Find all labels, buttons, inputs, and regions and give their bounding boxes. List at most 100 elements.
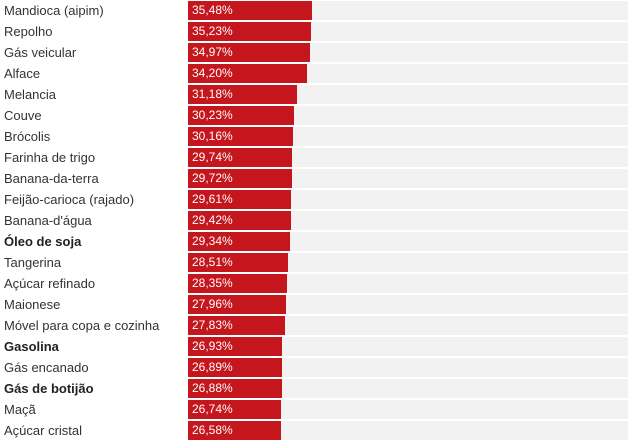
category-label: Açúcar refinado	[4, 276, 96, 291]
bar-track	[188, 127, 628, 146]
bar-track	[188, 274, 628, 293]
bar-track	[188, 190, 628, 209]
bar-track	[188, 421, 628, 440]
data-label: 29,74%	[192, 150, 233, 164]
bar-track	[188, 316, 628, 335]
data-label: 30,16%	[192, 129, 233, 143]
bar-track	[188, 337, 628, 356]
category-label: Maçã	[4, 402, 36, 417]
data-label: 26,88%	[192, 381, 233, 395]
bar	[188, 22, 311, 41]
data-label: 27,83%	[192, 318, 233, 332]
bar	[188, 106, 294, 125]
data-label: 31,18%	[192, 87, 233, 101]
bar	[188, 379, 282, 398]
category-label: Gás encanado	[4, 360, 89, 375]
bar	[188, 274, 287, 293]
bar	[188, 253, 288, 272]
bar	[188, 316, 285, 335]
bar-row: Mandioca (aipim) 35,48%	[0, 0, 632, 21]
bar	[188, 232, 290, 251]
data-label: 29,72%	[192, 171, 233, 185]
bar-row: Tangerina 28,51%	[0, 252, 632, 273]
category-label: Açúcar cristal	[4, 423, 83, 438]
bar-track	[188, 169, 628, 188]
category-label: Couve	[4, 108, 42, 123]
bar-track	[188, 106, 628, 125]
category-label: Banana-da-terra	[4, 171, 99, 186]
bar	[188, 295, 286, 314]
bar	[188, 85, 297, 104]
category-label: Alface	[4, 66, 41, 81]
bar-row: Gasolina 26,93%	[0, 336, 632, 357]
bar-row: Banana-d'água 29,42%	[0, 210, 632, 231]
category-label: Melancia	[4, 87, 57, 102]
category-label: Mandioca (aipim)	[4, 3, 104, 18]
bar	[188, 358, 282, 377]
bar-track	[188, 358, 628, 377]
data-label: 29,61%	[192, 192, 233, 206]
bar-row: Feijão-carioca (rajado) 29,61%	[0, 189, 632, 210]
bar	[188, 400, 281, 419]
data-label: 28,35%	[192, 276, 233, 290]
category-label: Maionese	[4, 297, 61, 312]
data-label: 29,34%	[192, 234, 233, 248]
data-label: 26,58%	[192, 423, 233, 437]
data-label: 35,23%	[192, 24, 233, 38]
data-label: 30,23%	[192, 108, 233, 122]
data-label: 28,51%	[192, 255, 233, 269]
category-label: Brócolis	[4, 129, 51, 144]
bar	[188, 64, 307, 83]
bar-track	[188, 379, 628, 398]
bar-track	[188, 85, 628, 104]
bar-track	[188, 253, 628, 272]
category-label: Repolho	[4, 24, 53, 39]
bar	[188, 148, 292, 167]
bar-track	[188, 148, 628, 167]
bar	[188, 1, 312, 20]
bar-track	[188, 211, 628, 230]
bar-row: Gás de botijão 26,88%	[0, 378, 632, 399]
bar-track	[188, 295, 628, 314]
bar	[188, 43, 310, 62]
bar-track	[188, 232, 628, 251]
category-label: Gasolina	[4, 339, 59, 354]
bar-row: Móvel para copa e cozinha 27,83%	[0, 315, 632, 336]
category-label: Banana-d'água	[4, 213, 92, 228]
bar-row: Brócolis 30,16%	[0, 126, 632, 147]
bar	[188, 190, 291, 209]
data-label: 27,96%	[192, 297, 233, 311]
bar-row: Couve 30,23%	[0, 105, 632, 126]
bar-row: Repolho 35,23%	[0, 21, 632, 42]
bar-row: Açúcar cristal 26,58%	[0, 420, 632, 441]
bar-track	[188, 400, 628, 419]
bar-row: Óleo de soja 29,34%	[0, 231, 632, 252]
data-label: 35,48%	[192, 3, 233, 17]
bar-row: Farinha de trigo 29,74%	[0, 147, 632, 168]
bar	[188, 211, 291, 230]
category-label: Gás veicular	[4, 45, 77, 60]
bar-row: Maçã 26,74%	[0, 399, 632, 420]
bar	[188, 169, 292, 188]
data-label: 26,93%	[192, 339, 233, 353]
bar	[188, 127, 293, 146]
bar-row: Gás veicular 34,97%	[0, 42, 632, 63]
bar-row: Gás encanado 26,89%	[0, 357, 632, 378]
category-label: Tangerina	[4, 255, 62, 270]
bar-row: Alface 34,20%	[0, 63, 632, 84]
bar-row: Melancia 31,18%	[0, 84, 632, 105]
data-label: 29,42%	[192, 213, 233, 227]
data-label: 26,89%	[192, 360, 233, 374]
bar	[188, 421, 281, 440]
bar-row: Banana-da-terra 29,72%	[0, 168, 632, 189]
category-label: Feijão-carioca (rajado)	[4, 192, 135, 207]
category-label: Óleo de soja	[4, 234, 82, 249]
data-label: 26,74%	[192, 402, 233, 416]
category-label: Gás de botijão	[4, 381, 94, 396]
data-label: 34,20%	[192, 66, 233, 80]
bar	[188, 337, 282, 356]
data-label: 34,97%	[192, 45, 233, 59]
category-label: Móvel para copa e cozinha	[4, 318, 160, 333]
category-label: Farinha de trigo	[4, 150, 96, 165]
